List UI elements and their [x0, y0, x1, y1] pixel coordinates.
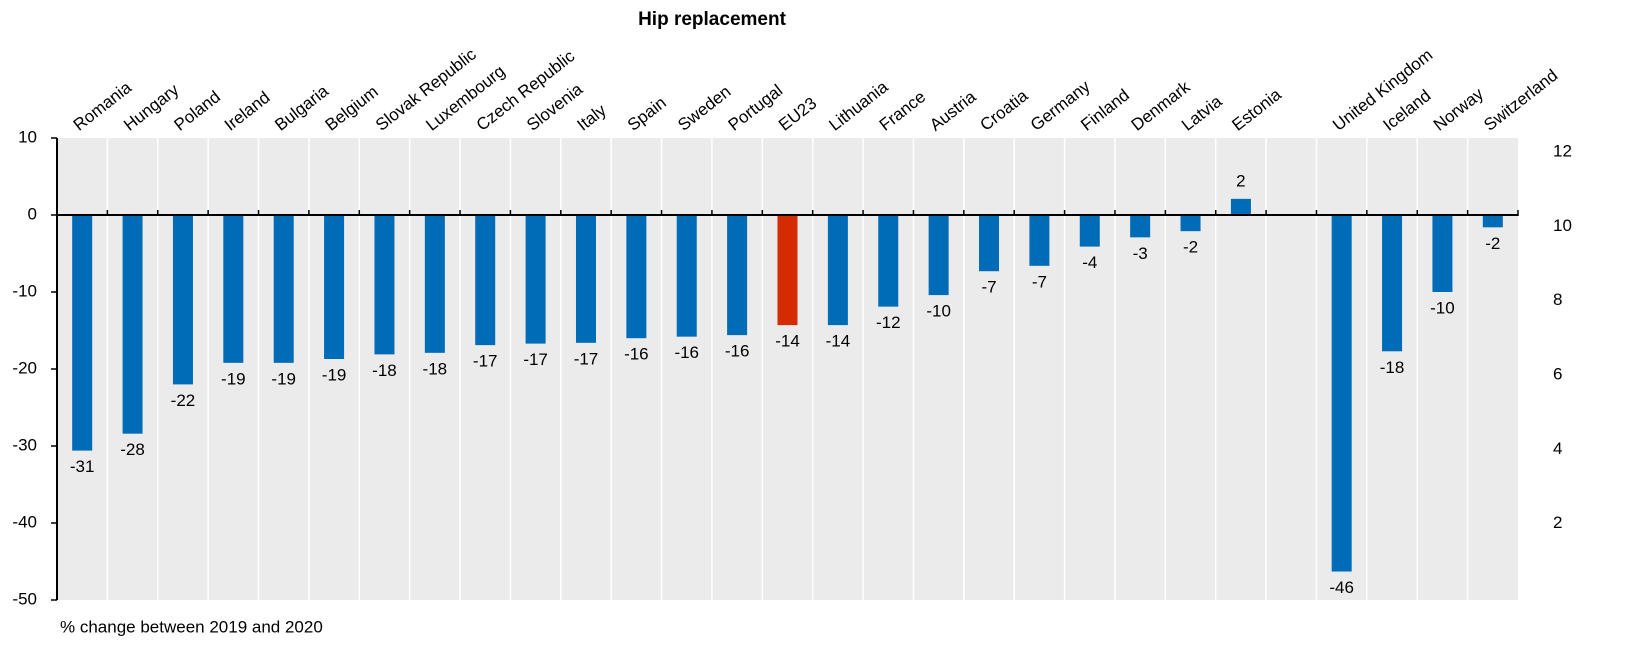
- footnote: % change between 2019 and 2020: [60, 617, 323, 636]
- bar: [324, 215, 345, 359]
- value-label: -14: [775, 332, 800, 351]
- value-label: -17: [473, 352, 498, 371]
- x-tick-label: Belgium: [322, 82, 382, 135]
- value-label: -7: [1032, 272, 1047, 291]
- x-tick-label: Austria: [926, 87, 980, 135]
- bar: [1130, 215, 1151, 238]
- bar: [727, 215, 748, 336]
- value-label: -17: [574, 349, 599, 368]
- value-label: -18: [1380, 358, 1405, 377]
- bar: [777, 215, 798, 326]
- x-tick-label: Switzerland: [1480, 66, 1561, 135]
- bar: [1180, 215, 1201, 232]
- value-label: -46: [1329, 578, 1354, 597]
- value-label: -10: [1430, 298, 1455, 317]
- y-tick-label: 0: [28, 204, 37, 223]
- y-tick-label: -30: [12, 435, 37, 454]
- bar: [1230, 198, 1251, 215]
- bar: [172, 215, 193, 385]
- x-tick-label: Spain: [624, 93, 670, 135]
- bar: [827, 215, 848, 326]
- x-tick-label: Sweden: [674, 82, 734, 135]
- x-tick-label: Croatia: [977, 86, 1032, 135]
- bar: [928, 215, 949, 296]
- bar: [676, 215, 697, 337]
- chart-title: Hip replacement: [638, 9, 786, 30]
- bar: [1331, 215, 1352, 572]
- bar: [1079, 215, 1100, 247]
- bar: [475, 215, 496, 346]
- x-tick-label: Italy: [574, 100, 611, 134]
- bar: [424, 215, 445, 353]
- value-label: -7: [981, 278, 996, 297]
- value-label: -19: [322, 365, 347, 384]
- y2-tick-label: 6: [1553, 364, 1562, 383]
- x-tick-label: Ireland: [221, 88, 274, 135]
- y-tick-label: -50: [12, 589, 37, 608]
- bar: [374, 215, 395, 355]
- bar: [1432, 215, 1453, 292]
- bar: [223, 215, 244, 363]
- value-label: -16: [674, 343, 699, 362]
- y-tick-label: -10: [12, 281, 37, 300]
- bar: [979, 215, 1000, 272]
- y2-tick-label: 8: [1553, 290, 1562, 309]
- value-label: -4: [1082, 253, 1097, 272]
- value-label: -31: [70, 457, 95, 476]
- bar: [575, 215, 596, 343]
- value-label: -2: [1485, 234, 1500, 253]
- bar: [72, 215, 93, 451]
- value-label: -18: [423, 359, 448, 378]
- y2-tick-label: 12: [1553, 141, 1572, 160]
- bar: [1029, 215, 1050, 266]
- x-tick-label: Portugal: [725, 81, 787, 135]
- y-tick-label: -40: [12, 512, 37, 531]
- value-label: -16: [624, 345, 649, 364]
- y-tick-label: 10: [18, 127, 37, 146]
- value-label: -18: [372, 361, 397, 380]
- value-label: -10: [926, 302, 951, 321]
- bar: [626, 215, 647, 339]
- bar: [878, 215, 899, 307]
- value-label: -19: [271, 369, 296, 388]
- y2-tick-label: 2: [1553, 513, 1562, 532]
- bar: [273, 215, 294, 363]
- y-tick-label: -20: [12, 358, 37, 377]
- value-label: -19: [221, 369, 246, 388]
- bar: [122, 215, 143, 434]
- value-label: -12: [876, 313, 901, 332]
- value-label: -2: [1183, 238, 1198, 257]
- x-tick-label: EU23: [775, 94, 820, 135]
- value-label: -3: [1133, 244, 1148, 263]
- bar: [1382, 215, 1403, 352]
- x-tick-label: Bulgaria: [271, 81, 332, 135]
- bar: [525, 215, 546, 344]
- value-label: -22: [171, 391, 196, 410]
- y2-tick-label: 4: [1553, 439, 1562, 458]
- value-label: -16: [725, 342, 750, 361]
- x-tick-label: Estonia: [1228, 84, 1285, 134]
- x-tick-label: Norway: [1430, 84, 1488, 135]
- value-label: 2: [1236, 171, 1245, 190]
- value-label: -14: [826, 332, 851, 351]
- bar: [1482, 215, 1503, 228]
- right-axis: 2 4 6 8 10 12: [1553, 141, 1572, 532]
- value-label: -28: [120, 440, 145, 459]
- value-label: -17: [523, 350, 548, 369]
- y2-tick-label: 10: [1553, 216, 1572, 235]
